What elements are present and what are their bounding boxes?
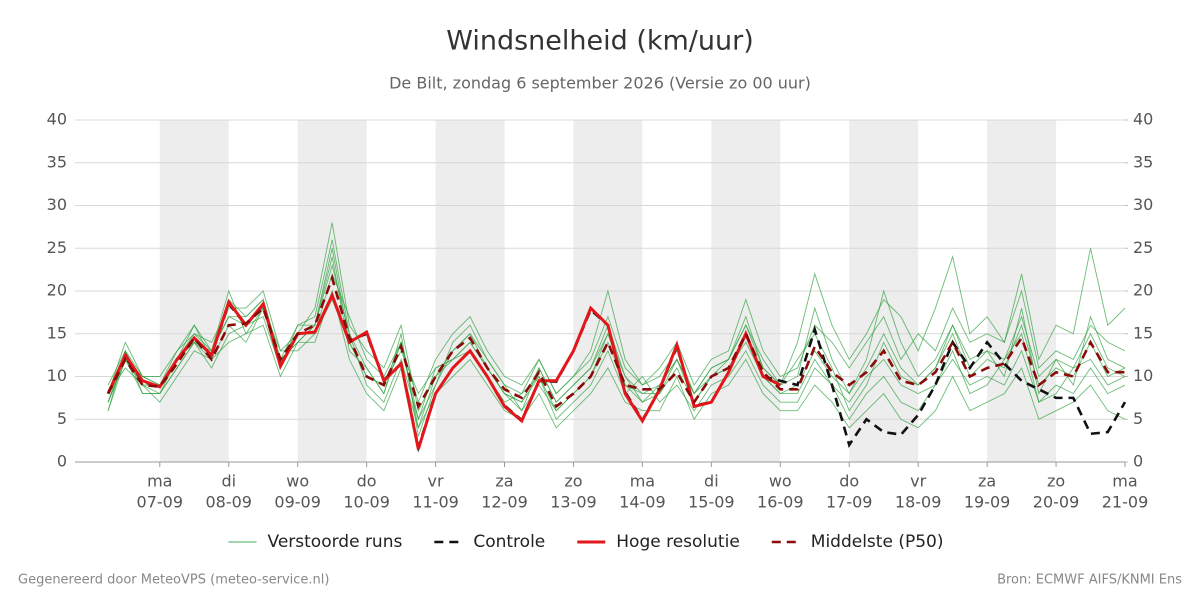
- x-tick-label: ma: [630, 472, 655, 491]
- y2-tick-label: 0: [1133, 452, 1143, 471]
- legend-label: Middelste (P50): [811, 532, 944, 552]
- x-tick-label: zo: [1047, 472, 1065, 491]
- y2-tick-label: 25: [1133, 238, 1153, 257]
- x-tick-label: zo: [564, 472, 582, 491]
- ensemble-line: [107, 272, 1126, 404]
- y-tick-label: 40: [47, 110, 67, 129]
- x-tick-label: do: [839, 472, 859, 491]
- legend-label: Hoge resolutie: [616, 532, 740, 552]
- x-tick-label: za: [495, 472, 513, 491]
- y-tick-label: 25: [47, 238, 67, 257]
- x-tick-date: 21-09: [1102, 493, 1149, 512]
- x-tick-label: ma: [147, 472, 172, 491]
- y2-tick-label: 10: [1133, 366, 1153, 385]
- x-tick-label: ma: [1112, 472, 1137, 491]
- chart-subtitle: De Bilt, zondag 6 september 2026 (Versie…: [389, 74, 811, 93]
- y2-tick-label: 30: [1133, 195, 1153, 214]
- x-tick-date: 11-09: [412, 493, 459, 512]
- x-tick-label: za: [978, 472, 996, 491]
- x-tick-label: vr: [910, 472, 926, 491]
- y2-tick-label: 35: [1133, 152, 1153, 171]
- y-tick-label: 30: [47, 195, 67, 214]
- x-tick-date: 14-09: [619, 493, 666, 512]
- x-tick-date: 07-09: [137, 493, 184, 512]
- x-tick-label: di: [704, 472, 719, 491]
- x-tick-date: 19-09: [964, 493, 1011, 512]
- x-tick-label: do: [357, 472, 377, 491]
- ensemble-line: [107, 222, 1126, 413]
- chart-title: Windsnelheid (km/uur): [446, 26, 754, 57]
- legend: Verstoorde runs Controle Hoge resolutie Mid…: [228, 532, 944, 552]
- y-tick-label: 10: [47, 366, 67, 385]
- x-tick-date: 08-09: [205, 493, 252, 512]
- x-tick-date: 16-09: [757, 493, 804, 512]
- ensemble-line: [107, 289, 1126, 430]
- legend-label: Verstoorde runs: [268, 532, 403, 552]
- axes: 0 5 10 15 20 25 30 35 40 0 5 10 15 20 25 30 35 40 ma 07-09 d…: [47, 110, 1154, 512]
- y2-tick-label: 20: [1133, 281, 1153, 300]
- x-tick-date: 15-09: [688, 493, 735, 512]
- footer-left: Gegenereerd door MeteoVPS (meteo-service…: [18, 573, 329, 588]
- x-tick-label: wo: [286, 472, 309, 491]
- legend-label: Controle: [473, 532, 545, 552]
- x-tick-date: 17-09: [826, 493, 873, 512]
- series-line: [106, 273, 1125, 410]
- series-line: [106, 291, 781, 450]
- x-tick-date: 12-09: [481, 493, 528, 512]
- y-tick-label: 5: [57, 409, 67, 428]
- x-tick-label: wo: [769, 472, 792, 491]
- y-tick-label: 15: [47, 323, 67, 342]
- plot-lines: [106, 222, 1127, 453]
- y2-tick-label: 5: [1133, 409, 1143, 428]
- x-tick-label: di: [221, 472, 236, 491]
- y2-tick-label: 15: [1133, 323, 1153, 342]
- x-tick-date: 09-09: [274, 493, 321, 512]
- y-tick-label: 35: [47, 152, 67, 171]
- y-tick-label: 0: [57, 452, 67, 471]
- x-tick-date: 20-09: [1033, 493, 1080, 512]
- ensemble-line: [107, 263, 1126, 421]
- footer-right: Bron: ECMWF AIFS/KNMI Ens: [997, 573, 1182, 588]
- x-tick-date: 18-09: [895, 493, 942, 512]
- y2-tick-label: 40: [1133, 110, 1153, 129]
- y-tick-label: 20: [47, 281, 67, 300]
- x-tick-date: 10-09: [343, 493, 390, 512]
- x-tick-label: vr: [428, 472, 444, 491]
- x-tick-date: 13-09: [550, 493, 597, 512]
